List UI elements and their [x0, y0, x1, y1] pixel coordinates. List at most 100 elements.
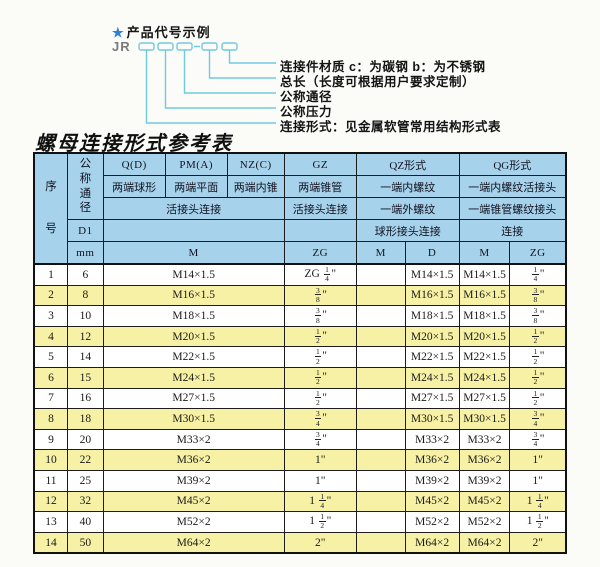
cell-gz-size: 3 4 " [283, 408, 357, 430]
col-nominal-header: 公称通径 [67, 152, 104, 220]
group-gz: GZ [283, 152, 357, 176]
cell-gz-size: 1 2 " [283, 387, 357, 410]
cell-gz-size: 1 1 4 " [283, 490, 357, 513]
cell-qg-m: M64×2 [458, 531, 511, 554]
cell-seq: 10 [33, 449, 69, 471]
label-connection: 连接形式：见金属软管常用结构形式表 [280, 120, 502, 134]
cell-m-thread: M45×2 [102, 490, 285, 513]
desc-qg-2: 一端锥管螺纹接头 [458, 197, 567, 220]
cell-seq: 8 [33, 408, 69, 430]
leader-line [183, 50, 276, 94]
group-pma: PM(A) [164, 152, 228, 176]
cell-gz-size: 1" [283, 469, 357, 492]
cell-qz-m [355, 387, 406, 410]
cell-seq: 4 [33, 325, 69, 348]
table-row: 9 20 M33×2 3 4 " M33×2 M33×2 3 4 " [33, 428, 567, 451]
nut-connection-table: 序号 公称通径 Q(D) PM(A) NZ(C) GZ QZ形式 QG形式 两端… [33, 152, 567, 555]
cell-seq: 1 [33, 263, 69, 286]
table-row: 12 32 M45×2 1 1 4 " M45×2 M45×2 1 1 4 " [33, 490, 567, 513]
cell-mm: 50 [67, 531, 104, 554]
union-connection: 活接头连接 [102, 197, 285, 220]
cell-qg-m: M20×1.5 [458, 325, 511, 348]
d1-header: D1 [67, 219, 104, 242]
cell-qz-d: M39×2 [404, 469, 460, 492]
cell-mm: 14 [67, 346, 104, 368]
cell-qz-m [355, 511, 406, 533]
cell-qg-m: M22×1.5 [458, 346, 511, 368]
cell-qz-d: M18×1.5 [404, 305, 460, 327]
qz-d-header: D [404, 241, 460, 265]
cell-qz-m [355, 428, 406, 451]
qz-m-header: M [355, 241, 406, 265]
cell-m-thread: M52×2 [102, 511, 285, 533]
cell-mm: 12 [67, 325, 104, 348]
product-code-heading-text: 产品代号示例 [126, 25, 211, 40]
cell-qg-m: M27×1.5 [458, 387, 511, 410]
cell-gz-size: 1 2 " [283, 366, 357, 389]
cell-mm: 16 [67, 387, 104, 410]
cell-qz-d: M22×1.5 [404, 346, 460, 368]
cell-seq: 12 [33, 490, 69, 513]
table-row: 2 8 M16×1.5 3 8 " M16×1.5 M16×1.5 3 8 " [33, 284, 567, 307]
ball-joint-connection: 球形接头连接 [355, 219, 460, 242]
header-row-3: 活接头连接 活接头连接 一端外螺纹 一端锥管螺纹接头 [34, 197, 567, 220]
code-prefix: JR [112, 39, 131, 54]
cell-seq: 7 [33, 387, 69, 410]
cell-mm: 10 [67, 305, 104, 327]
cell-qg-zg: 3 4 " [509, 428, 567, 451]
empty-cell [283, 219, 357, 242]
m-header: M [102, 241, 285, 265]
desc-qg-1: 一端内螺纹活接头 [458, 175, 567, 198]
cell-seq: 2 [33, 284, 69, 307]
table-row: 3 10 M18×1.5 3 8 " M18×1.5 M18×1.5 3 8 " [33, 305, 567, 327]
label-length: 总长（长度可根据用户要求定制） [280, 75, 476, 89]
table-row: 7 16 M27×1.5 1 2 " M27×1.5 M27×1.5 1 2 " [33, 387, 567, 410]
cell-m-thread: M30×1.5 [102, 408, 285, 430]
cell-qg-zg: 1 2 " [509, 366, 567, 389]
cell-mm: 18 [67, 408, 104, 430]
cell-m-thread: M24×1.5 [102, 366, 285, 389]
cell-m-thread: M27×1.5 [102, 387, 285, 410]
cell-qz-m [355, 366, 406, 389]
table-row: 8 18 M30×1.5 3 4 " M30×1.5 M30×1.5 3 4 " [33, 408, 567, 430]
cell-qg-zg: 1 2 " [509, 346, 567, 368]
cell-seq: 3 [33, 305, 69, 327]
code-box-icon [138, 42, 155, 51]
cell-qz-m [355, 305, 406, 327]
cell-mm: 40 [67, 511, 104, 533]
desc-qz-2: 一端外螺纹 [355, 197, 460, 220]
header-row-2: 两端球形 两端平面 两端内锥 两端锥管 一端内螺纹 一端内螺纹活接头 [34, 175, 567, 198]
cell-qz-d: M30×1.5 [404, 408, 460, 430]
header-row-4: D1 球形接头连接 连接 [34, 219, 567, 242]
cell-qz-m [355, 469, 406, 492]
col-seq-header: 序号 [33, 152, 69, 265]
leader-line [164, 50, 276, 109]
cell-qz-m [355, 325, 406, 348]
cell-gz-size: 3 8 " [283, 284, 357, 307]
cell-qg-m: M33×2 [458, 428, 511, 451]
cell-qg-m: M24×1.5 [458, 366, 511, 389]
cell-qz-m [355, 449, 406, 471]
cell-m-thread: M16×1.5 [102, 284, 285, 307]
cell-qz-m [355, 263, 406, 286]
cell-qg-m: M14×1.5 [458, 263, 511, 286]
desc-qd: 两端球形 [102, 175, 166, 198]
group-nzc: NZ(C) [226, 152, 285, 176]
label-material: 连接件材质 c：为碳钢 b：为不锈钢 [280, 60, 486, 74]
desc-qz-1: 一端内螺纹 [355, 175, 460, 198]
code-box-icon [157, 42, 174, 51]
group-qg: QG形式 [458, 152, 567, 176]
cell-seq: 5 [33, 346, 69, 368]
cell-qz-d: M64×2 [404, 531, 460, 554]
